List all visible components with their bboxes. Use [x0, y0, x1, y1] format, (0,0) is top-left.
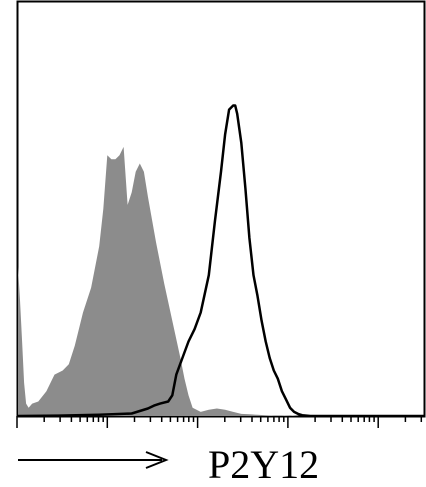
outline-histogram-series-1 [17, 104, 424, 418]
filled-histogram-series-0 [18, 146, 303, 416]
plot-frame [16, 0, 426, 418]
x-axis-label: P2Y12 [208, 442, 319, 487]
filled-series-layer [18, 146, 303, 416]
x-axis-arrow [18, 451, 169, 469]
line-series-layer [17, 104, 424, 418]
x-axis-ticks [16, 416, 423, 428]
